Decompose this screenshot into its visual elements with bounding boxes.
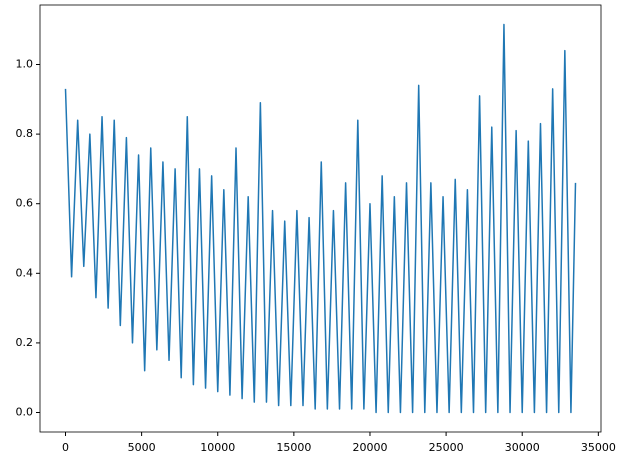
x-tick-label: 0 (62, 441, 69, 454)
y-tick-label: 1.0 (16, 58, 34, 71)
y-tick-label: 0.4 (16, 266, 34, 279)
x-tick-label: 30000 (505, 441, 540, 454)
y-tick-label: 0.0 (16, 406, 34, 419)
x-tick-label: 35000 (581, 441, 616, 454)
plot-frame (39, 4, 602, 433)
y-tick-label: 0.8 (16, 127, 34, 140)
y-tick-label: 0.6 (16, 197, 34, 210)
x-tick-label: 20000 (352, 441, 387, 454)
x-tick-label: 15000 (276, 441, 311, 454)
x-tick-label: 5000 (128, 441, 156, 454)
y-tick-label: 0.2 (16, 336, 34, 349)
x-tick-label: 10000 (200, 441, 235, 454)
line (64, 23, 577, 414)
x-tick-label: 25000 (429, 441, 464, 454)
